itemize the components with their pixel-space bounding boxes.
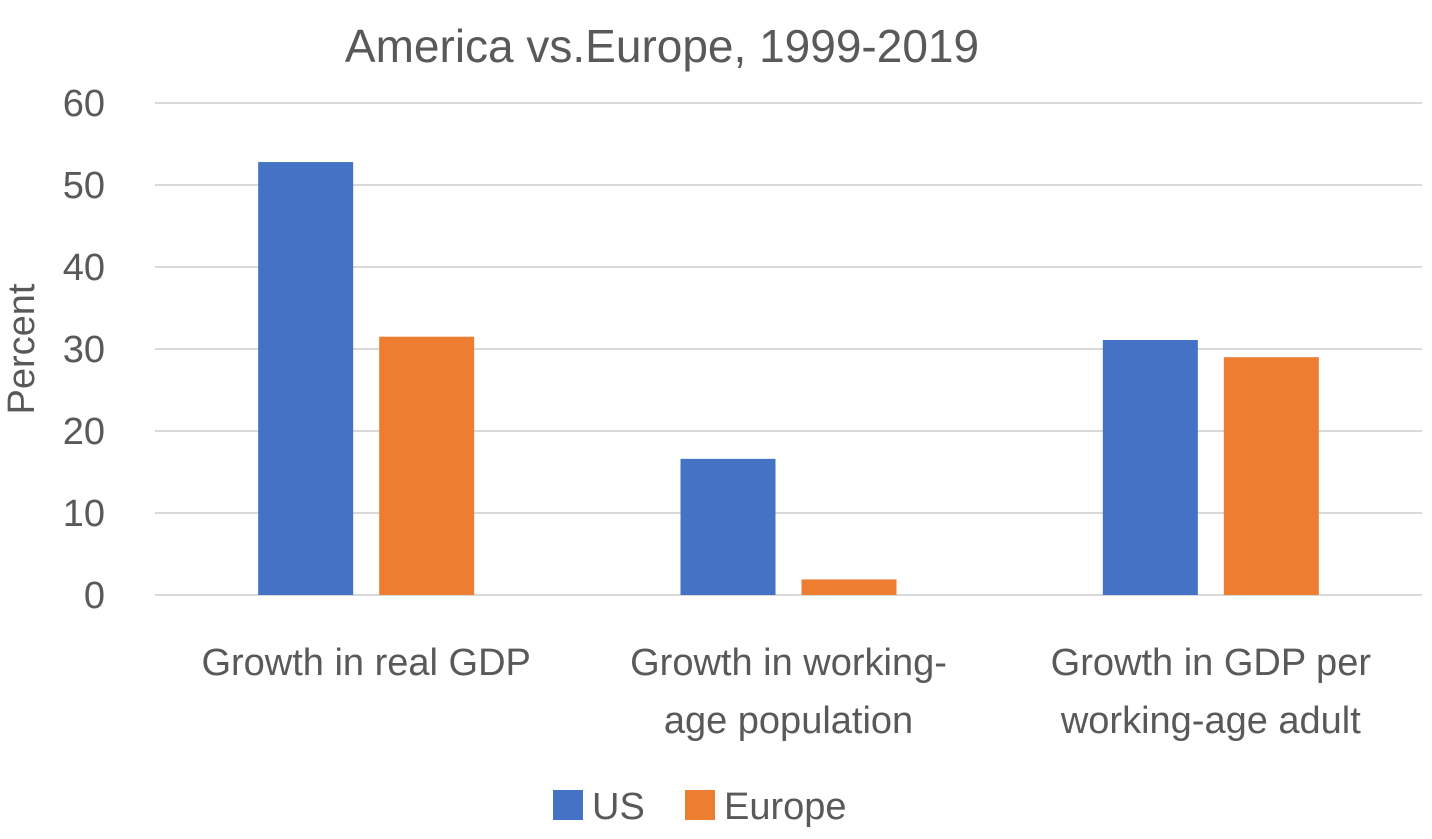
gridlines — [155, 102, 1422, 596]
x-category-label: Growth in working-age population — [630, 642, 947, 742]
legend-label-europe: Europe — [724, 786, 847, 828]
y-tick-label: 50 — [63, 165, 105, 207]
y-axis-ticks: 0 10 20 30 40 50 60 — [63, 83, 105, 617]
y-tick-label: 60 — [63, 83, 105, 125]
bar-us — [1102, 339, 1198, 595]
bar-us — [680, 458, 776, 595]
legend-swatch-europe — [685, 790, 715, 820]
bar-europe — [379, 336, 475, 595]
legend: US Europe — [553, 786, 847, 828]
bar-us — [258, 162, 354, 596]
x-category-label: Growth in real GDP — [201, 642, 530, 684]
y-tick-label: 10 — [63, 493, 105, 535]
y-tick-label: 40 — [63, 247, 105, 289]
category-labels: Growth in real GDP Growth in working-age … — [201, 642, 1371, 742]
y-tick-label: 0 — [84, 575, 105, 617]
bar-europe — [1223, 357, 1319, 595]
x-category-label: Growth in GDP per working-age adult — [1051, 642, 1372, 742]
legend-label-us: US — [592, 786, 645, 828]
bars — [258, 162, 1319, 596]
legend-swatch-us — [553, 790, 583, 820]
bar-europe — [801, 579, 897, 595]
y-tick-label: 20 — [63, 411, 105, 453]
y-tick-label: 30 — [63, 329, 105, 371]
chart-title: America vs.Europe, 1999-2019 — [345, 20, 979, 72]
y-axis-title: Percent — [1, 283, 43, 414]
